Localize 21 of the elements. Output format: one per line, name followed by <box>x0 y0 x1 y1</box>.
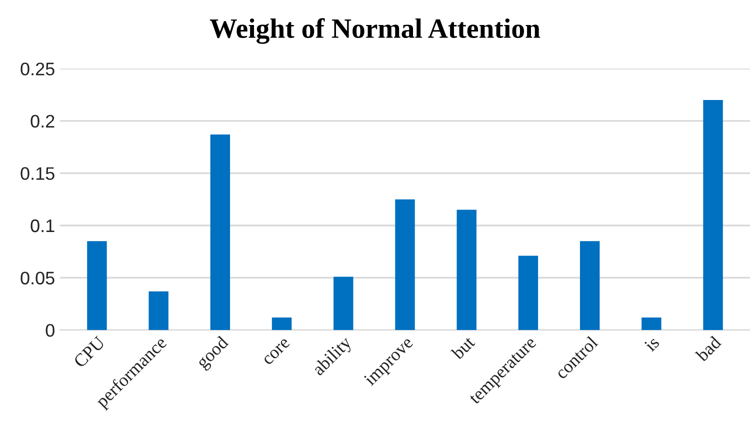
x-tick-label: core <box>263 338 290 366</box>
chart-title: Weight of Normal Attention <box>210 18 540 44</box>
bar <box>272 317 292 330</box>
y-tick-label: 0.25 <box>20 62 54 76</box>
bar <box>580 241 600 330</box>
y-tick-label: 0.05 <box>20 272 54 284</box>
x-tick-label: bad <box>694 335 722 362</box>
bar <box>334 276 354 330</box>
y-tick-label: 0.2 <box>30 114 54 128</box>
bar <box>87 241 107 330</box>
y-tick-label: 0 <box>46 324 54 337</box>
bar <box>518 256 538 330</box>
bar <box>148 291 168 330</box>
bar <box>703 100 723 330</box>
bar <box>456 210 476 330</box>
x-tick-label: is <box>644 336 660 352</box>
bar <box>395 199 415 330</box>
y-tick-label: 0.15 <box>20 167 54 180</box>
y-tick-label: 0.1 <box>30 219 54 232</box>
bar <box>210 134 230 330</box>
bar <box>642 317 662 330</box>
